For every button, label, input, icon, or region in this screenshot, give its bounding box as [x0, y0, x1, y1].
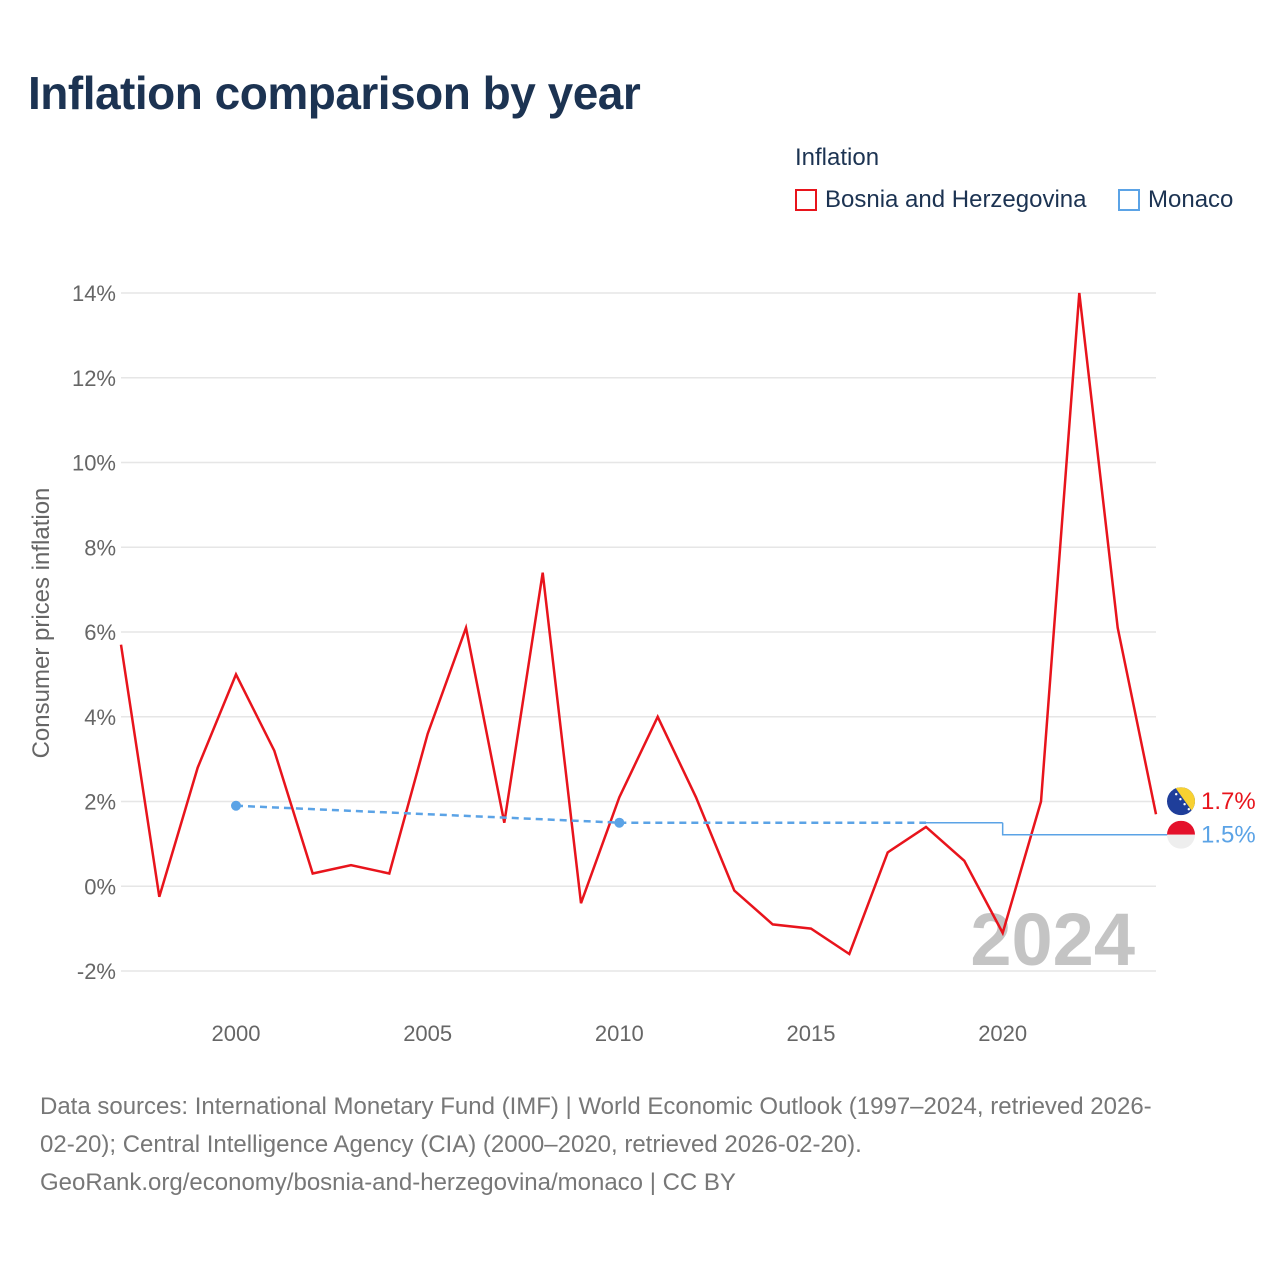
y-tick-label: 2%	[84, 790, 116, 815]
end-label-bosnia: 1.7%	[1201, 788, 1256, 815]
legend-swatch-bosnia	[795, 189, 817, 211]
legend-label-monaco: Monaco	[1148, 186, 1234, 213]
legend-item-bosnia[interactable]: Bosnia and Herzegovina	[795, 186, 1087, 214]
end-markers: 1.7% 1.5%	[1167, 787, 1256, 849]
y-tick-label: 0%	[84, 874, 116, 899]
x-tick-label: 2010	[595, 1021, 644, 1046]
legend-label-bosnia: Bosnia and Herzegovina	[825, 186, 1087, 213]
y-tick-label: 6%	[84, 620, 116, 645]
y-tick-label: 14%	[72, 281, 116, 306]
grid-lines	[121, 292, 1156, 972]
footer-sources: Data sources: International Monetary Fun…	[40, 1088, 1245, 1202]
series-line-monaco-step	[1001, 822, 1168, 836]
series-line-bosnia	[119, 292, 1158, 956]
footer-line-2: 02-20); Central Intelligence Agency (CIA…	[40, 1131, 862, 1158]
y-tick-label: 4%	[84, 705, 116, 730]
x-tick-label: 2000	[212, 1021, 261, 1046]
series-lines	[119, 292, 1168, 956]
legend-swatch-monaco	[1118, 189, 1140, 211]
y-tick-label: 12%	[72, 366, 116, 391]
footer-line-3[interactable]: GeoRank.org/economy/bosnia-and-herzegovi…	[40, 1169, 736, 1196]
y-tick-label: 10%	[72, 451, 116, 476]
series-line-monaco-dashed	[235, 804, 620, 824]
x-tick-label: 2005	[403, 1021, 452, 1046]
flag-monaco-icon	[1167, 820, 1195, 849]
y-tick-labels: -2% 0% 2% 4% 6% 8% 10% 12% 14%	[72, 281, 116, 984]
flag-bosnia-icon	[1167, 787, 1195, 816]
line-chart: -2%0%2%4%6%8%10%12%14% 2000 2005 2010 2015 2…	[72, 281, 1256, 1046]
y-tick-label: -2%	[77, 959, 116, 984]
year-watermark: 2024	[970, 898, 1135, 981]
x-tick-label: 2015	[787, 1021, 836, 1046]
chart-title: Inflation comparison by year	[28, 67, 641, 119]
legend-title: Inflation	[795, 144, 880, 171]
legend-item-monaco[interactable]: Monaco	[1118, 186, 1233, 214]
end-label-monaco: 1.5%	[1201, 822, 1256, 849]
x-tick-label: 2020	[978, 1021, 1027, 1046]
x-tick-labels: 2000 2005 2010 2015 2020	[212, 1021, 1028, 1046]
footer-line-1: Data sources: International Monetary Fun…	[40, 1093, 1152, 1120]
series-point-monaco	[614, 817, 625, 828]
series-point-monaco	[231, 800, 241, 811]
y-tick-label: 8%	[84, 535, 116, 560]
